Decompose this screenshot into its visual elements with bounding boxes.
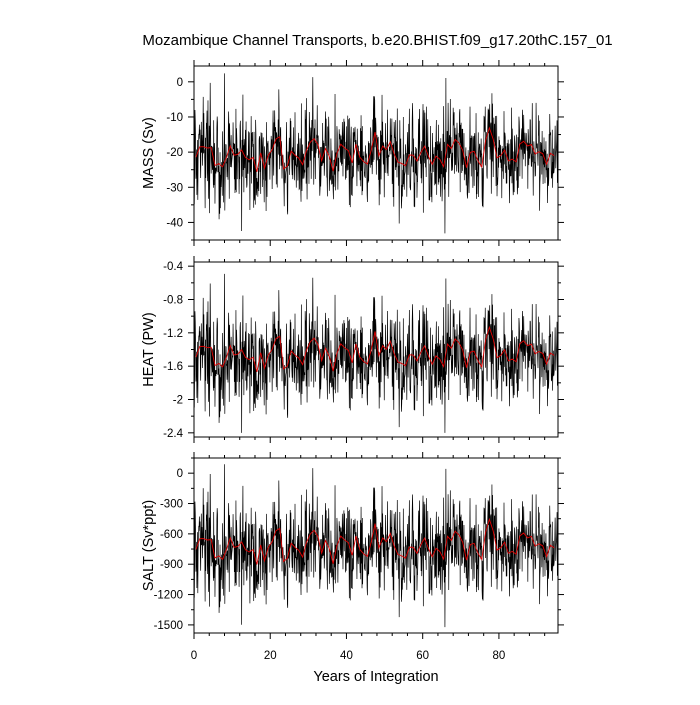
x-tick-label: 20 — [264, 650, 277, 662]
y-tick-label: -1.6 — [163, 361, 183, 373]
y-tick-label: -20 — [166, 147, 183, 159]
y-tick-label: -900 — [160, 559, 183, 571]
x-tick-label: 0 — [191, 650, 197, 662]
y-tick-label: -300 — [160, 499, 183, 511]
y-tick-label: -2.4 — [163, 428, 183, 440]
y-axis-label: MASS (Sv) — [141, 117, 157, 189]
monthly-series-line — [194, 273, 558, 433]
y-tick-label: -1500 — [154, 620, 183, 632]
y-axis-label: SALT (Sv*ppt) — [141, 500, 157, 591]
y-tick-label: -10 — [166, 112, 183, 124]
annual-mean-line — [195, 126, 555, 172]
x-tick-label: 80 — [493, 650, 506, 662]
y-tick-label: -30 — [166, 182, 183, 194]
y-axis-label: HEAT (PW) — [141, 312, 157, 386]
chart-title: Mozambique Channel Transports, b.e20.BHI… — [142, 32, 613, 49]
y-tick-label: -600 — [160, 529, 183, 541]
y-tick-label: -0.8 — [163, 295, 183, 307]
y-tick-label: -2 — [173, 395, 183, 407]
monthly-series-line — [194, 464, 558, 628]
y-tick-label: 0 — [177, 468, 183, 480]
y-tick-label: 0 — [177, 77, 183, 89]
x-axis-label: Years of Integration — [313, 669, 438, 685]
y-tick-label: -40 — [166, 217, 183, 229]
x-tick-label: 40 — [340, 650, 353, 662]
annual-mean-line — [195, 325, 555, 373]
y-tick-label: -1200 — [154, 590, 183, 602]
monthly-series-line — [194, 73, 558, 234]
annual-mean-line — [195, 517, 555, 565]
y-tick-label: -1.2 — [163, 328, 183, 340]
y-tick-label: -0.4 — [163, 261, 183, 273]
x-tick-label: 60 — [416, 650, 429, 662]
